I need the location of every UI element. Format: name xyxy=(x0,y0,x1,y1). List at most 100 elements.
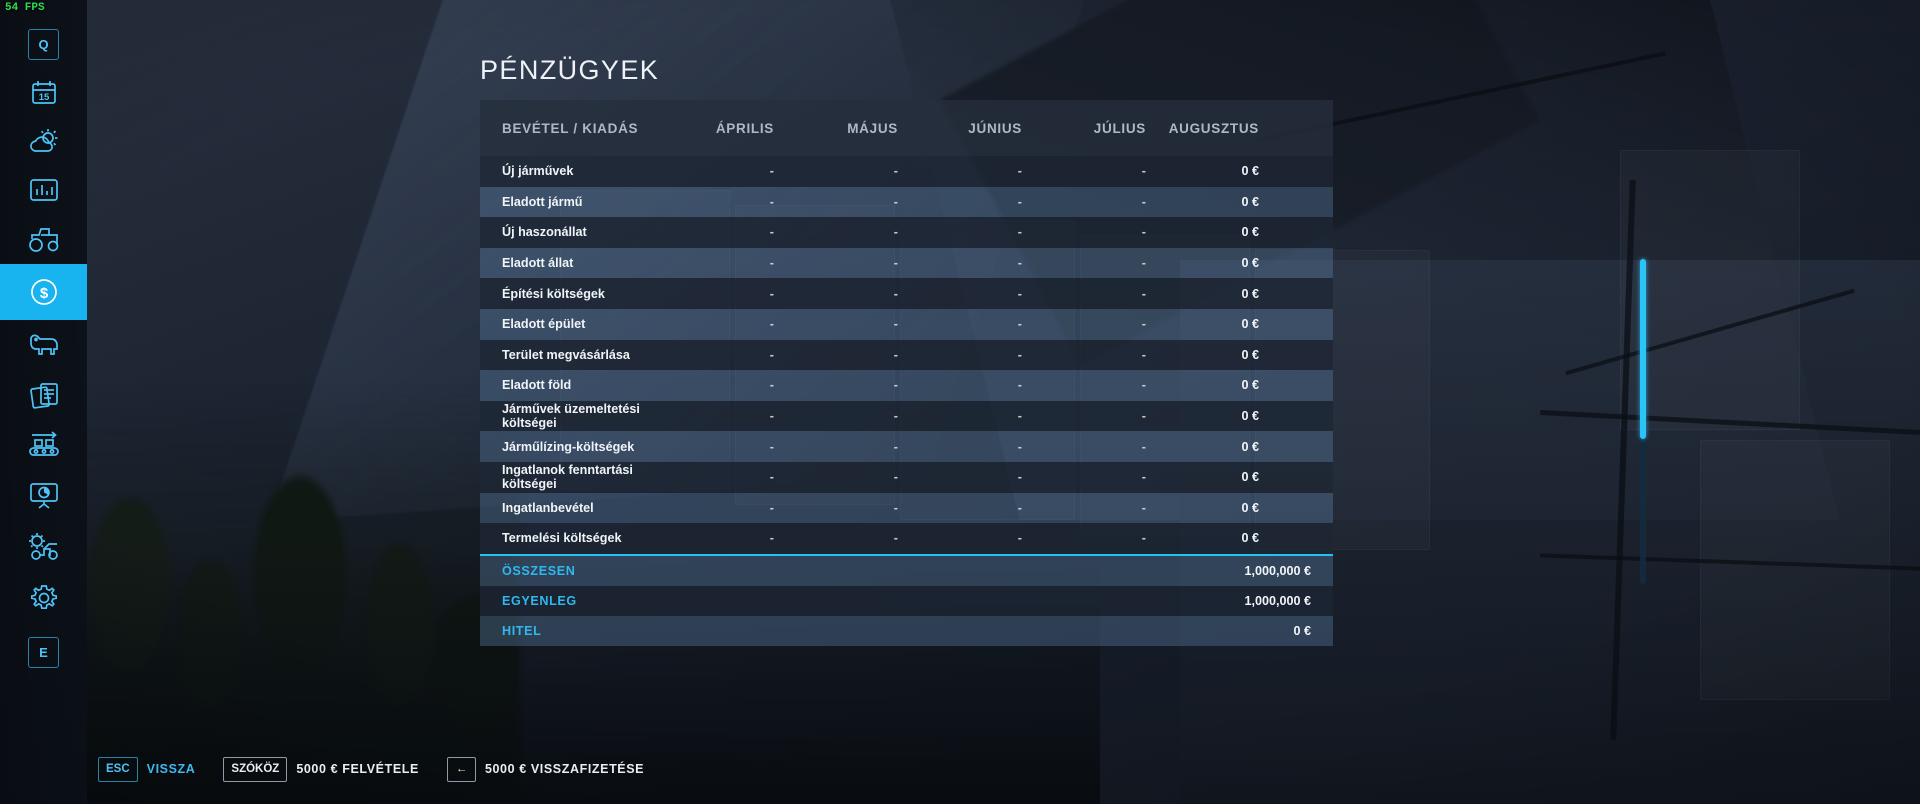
table-row: Eladott föld - - - - 0 € xyxy=(480,370,1333,401)
sidebar-item-vehicles[interactable] xyxy=(0,214,87,264)
sidebar-item-label: Q xyxy=(38,37,49,52)
cell-july: - xyxy=(1141,409,1146,424)
cell-july: - xyxy=(1141,194,1146,209)
cell-june: - xyxy=(1017,286,1022,301)
row-label: Új járművek xyxy=(502,164,574,179)
cell-april: - xyxy=(769,256,774,271)
table-row: Ingatlanok fenntartási költségei - - - - 0 € xyxy=(480,461,1333,493)
hint-key: ← xyxy=(446,756,476,782)
row-label: Ingatlanok fenntartási költségei xyxy=(502,463,633,492)
cell-april: - xyxy=(769,531,774,546)
calendar-day-label: 15 xyxy=(38,92,49,103)
table-row: Ingatlanbevétel - - - - 0 € xyxy=(480,492,1333,524)
cell-april: - xyxy=(769,409,774,424)
cell-may: - xyxy=(893,347,898,362)
row-label: Eladott épület xyxy=(502,317,586,332)
keyboard-hint-bar: ESC VISSZA SZÓKÖZ 5000 € FELVÉTELE ← 5000 € V… xyxy=(0,734,1920,804)
summary-row: ÖSSZESEN 1,000,000 € xyxy=(480,555,1333,586)
page-title: PÉNZÜGYEK xyxy=(480,55,660,85)
cow-icon xyxy=(29,334,58,355)
sidebar-item-production[interactable] xyxy=(0,420,87,470)
table-row: Új haszonállat - - - - 0 € xyxy=(480,217,1333,248)
sidebar-item-statistics[interactable] xyxy=(0,166,87,214)
table-scrollbar-track[interactable] xyxy=(1640,259,1646,584)
sidebar-nav: Q 15 xyxy=(0,0,87,804)
row-label: Terület megvásárlása xyxy=(502,347,630,362)
cell-april: - xyxy=(769,286,774,301)
cell-may: - xyxy=(893,164,898,179)
cell-june: - xyxy=(1017,225,1022,240)
key-e-icon: E xyxy=(28,636,59,668)
cell-july: - xyxy=(1141,225,1146,240)
cell-may: - xyxy=(893,439,898,454)
row-label: Eladott jármű xyxy=(502,194,583,209)
cell-july: - xyxy=(1141,378,1146,393)
cell-may: - xyxy=(893,378,898,393)
gear-icon xyxy=(30,585,57,610)
cell-august: 0 € xyxy=(1241,256,1259,271)
sidebar-item-exit-key[interactable]: E xyxy=(0,624,87,680)
summary-value: 0 € xyxy=(1293,623,1311,638)
bar-chart-icon xyxy=(29,179,58,201)
table-row: Új járművek - - - - 0 € xyxy=(480,156,1333,187)
row-label: Eladott föld xyxy=(502,378,572,393)
table-summary: ÖSSZESEN 1,000,000 € EGYENLEG 1,000,000 € HI… xyxy=(480,555,1333,646)
cell-august: 0 € xyxy=(1241,194,1259,209)
table-row: Járművek üzemeltetési költségei - - - - 0 € xyxy=(480,400,1333,432)
cell-april: - xyxy=(769,500,774,515)
hint-vissza[interactable]: ESC VISSZA xyxy=(98,756,195,782)
sidebar-item-settings[interactable] xyxy=(0,572,87,624)
cell-august: 0 € xyxy=(1241,286,1259,301)
cell-may: - xyxy=(893,225,898,240)
cell-april: - xyxy=(769,439,774,454)
sidebar-item-analytics[interactable] xyxy=(0,470,87,520)
summary-label: EGYENLEG xyxy=(502,593,577,608)
row-label: Járművek üzemeltetési költségei xyxy=(502,402,640,431)
row-label: Építési költségek xyxy=(502,286,605,301)
cell-june: - xyxy=(1017,194,1022,209)
cell-august: 0 € xyxy=(1241,164,1259,179)
cell-april: - xyxy=(769,378,774,393)
sidebar-item-vehicle-config[interactable] xyxy=(0,520,87,572)
cell-may: - xyxy=(893,256,898,271)
gear-vehicle-icon xyxy=(28,533,58,560)
presentation-pie-chart-icon xyxy=(29,483,58,509)
hint-key: SZÓKÖZ xyxy=(223,756,288,782)
cell-july: - xyxy=(1141,164,1146,179)
calendar-icon: 15 xyxy=(31,81,56,104)
cell-august: 0 € xyxy=(1241,317,1259,332)
cell-august: 0 € xyxy=(1241,347,1259,362)
key-q-icon: Q xyxy=(28,29,59,60)
cell-june: - xyxy=(1017,409,1022,424)
hint-5000-felv-tele[interactable]: SZÓKÖZ 5000 € FELVÉTELE xyxy=(223,756,419,782)
table-scrollbar-thumb[interactable] xyxy=(1640,259,1646,439)
sidebar-item-help-key[interactable]: Q xyxy=(0,0,87,68)
hint-5000-visszafizet-se[interactable]: ← 5000 € VISSZAFIZETÉSE xyxy=(446,756,645,782)
cell-july: - xyxy=(1141,500,1146,515)
cell-june: - xyxy=(1017,470,1022,485)
sidebar-item-calendar[interactable]: 15 xyxy=(0,68,87,118)
cell-april: - xyxy=(769,470,774,485)
column-header-may: MÁJUS xyxy=(847,120,898,136)
row-label: Eladott állat xyxy=(502,256,574,271)
svg-text:$: $ xyxy=(39,285,48,302)
cell-may: - xyxy=(893,531,898,546)
cell-may: - xyxy=(893,194,898,209)
summary-row: EGYENLEG 1,000,000 € xyxy=(480,585,1333,616)
cell-may: - xyxy=(893,409,898,424)
sidebar-item-finances[interactable]: $ xyxy=(0,264,87,320)
cell-april: - xyxy=(769,194,774,209)
cell-april: - xyxy=(769,347,774,362)
row-label: Ingatlanbevétel xyxy=(502,500,594,515)
hint-label: 5000 € VISSZAFIZETÉSE xyxy=(484,762,645,776)
sidebar-item-contracts[interactable] xyxy=(0,370,87,420)
summary-value: 1,000,000 € xyxy=(1244,593,1311,608)
summary-row: HITEL 0 € xyxy=(480,615,1333,646)
table-body: Új járművek - - - -0 € Eladott jármű - - - -0 € Új… xyxy=(480,156,1333,554)
sidebar-item-weather[interactable] xyxy=(0,118,87,166)
cell-may: - xyxy=(893,500,898,515)
table-row: Építési költségek - - - - 0 € xyxy=(480,278,1333,309)
sidebar-item-animals[interactable] xyxy=(0,320,87,370)
cell-june: - xyxy=(1017,347,1022,362)
cell-july: - xyxy=(1141,256,1146,271)
